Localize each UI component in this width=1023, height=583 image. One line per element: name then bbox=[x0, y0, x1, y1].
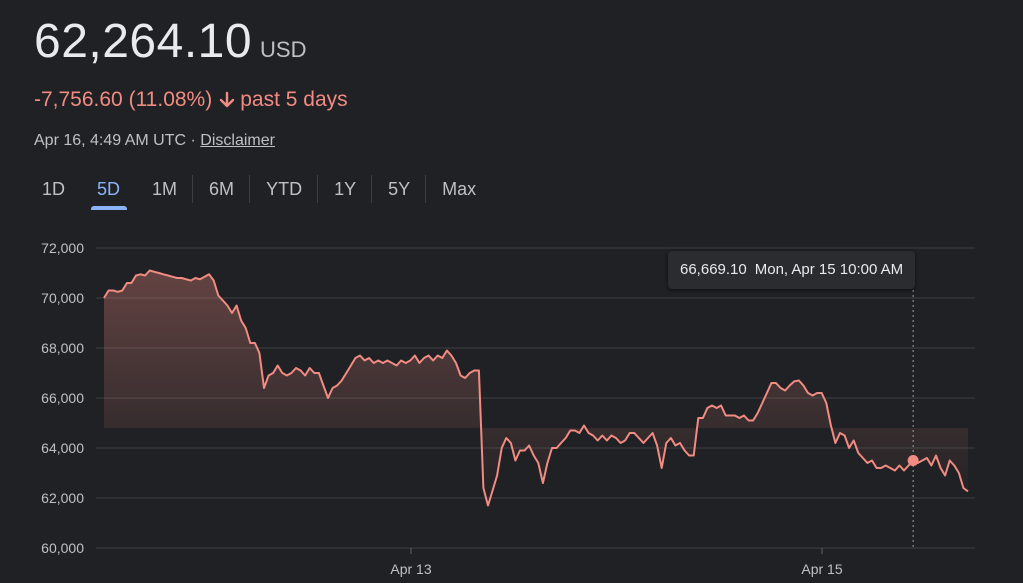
tooltip-value: 66,669.10 bbox=[680, 261, 747, 278]
timestamp: Apr 16, 4:49 AM UTC · bbox=[34, 132, 201, 149]
y-tick-label: 66,000 bbox=[41, 390, 84, 406]
disclaimer-link[interactable]: Disclaimer bbox=[200, 132, 275, 149]
y-tick-label: 60,000 bbox=[41, 540, 84, 556]
y-tick-label: 62,000 bbox=[41, 490, 84, 506]
chart-tooltip: 66,669.10 Mon, Apr 15 10:00 AM bbox=[668, 251, 916, 289]
x-tick-label: Apr 13 bbox=[390, 561, 431, 577]
y-tick-label: 64,000 bbox=[41, 440, 84, 456]
range-tab-label: Max bbox=[442, 179, 477, 199]
y-tick-label: 72,000 bbox=[41, 240, 84, 256]
hover-point bbox=[907, 455, 919, 466]
change-period: past 5 days bbox=[240, 88, 348, 111]
price-change: -7,756.60 (11.08%) past 5 days bbox=[34, 88, 348, 112]
change-value: -7,756.60 (11.08%) bbox=[34, 88, 213, 111]
range-tab-label: 5D bbox=[97, 179, 121, 199]
range-tab-1y[interactable]: 1Y bbox=[318, 172, 373, 206]
range-tab-1d[interactable]: 1D bbox=[26, 172, 81, 206]
range-tab-label: 6M bbox=[209, 179, 235, 199]
range-tab-6m[interactable]: 6M bbox=[193, 172, 251, 206]
range-tab-label: 1D bbox=[42, 179, 66, 199]
range-tab-ytd[interactable]: YTD bbox=[250, 172, 319, 206]
range-tab-5y[interactable]: 5Y bbox=[372, 172, 427, 206]
timestamp-row: Apr 16, 4:49 AM UTC · Disclaimer bbox=[34, 132, 275, 150]
current-price: 62,264.10 bbox=[34, 15, 253, 68]
price-header: 62,264.10 USD bbox=[34, 14, 307, 69]
price-area bbox=[104, 270, 968, 506]
tooltip-date: Mon, Apr 15 10:00 AM bbox=[754, 261, 904, 278]
price-line bbox=[103, 269, 969, 507]
range-tab-1m[interactable]: 1M bbox=[136, 172, 194, 206]
range-tab-label: 1Y bbox=[334, 179, 357, 199]
range-tab-max[interactable]: Max bbox=[426, 172, 492, 206]
range-tab-label: 1M bbox=[152, 179, 178, 199]
y-tick-label: 70,000 bbox=[41, 290, 84, 306]
range-tab-label: 5Y bbox=[388, 179, 411, 199]
y-tick-label: 68,000 bbox=[41, 340, 84, 356]
currency-label: USD bbox=[260, 37, 307, 62]
active-tab-indicator bbox=[90, 206, 127, 210]
range-tab-label: YTD bbox=[266, 179, 303, 199]
range-tab-5d[interactable]: 5D bbox=[81, 172, 136, 210]
arrow-down-icon bbox=[220, 91, 235, 108]
range-selector: 1D 5D 1M 6M YTD 1Y 5Y Max bbox=[26, 172, 492, 210]
x-tick-label: Apr 15 bbox=[801, 561, 842, 577]
